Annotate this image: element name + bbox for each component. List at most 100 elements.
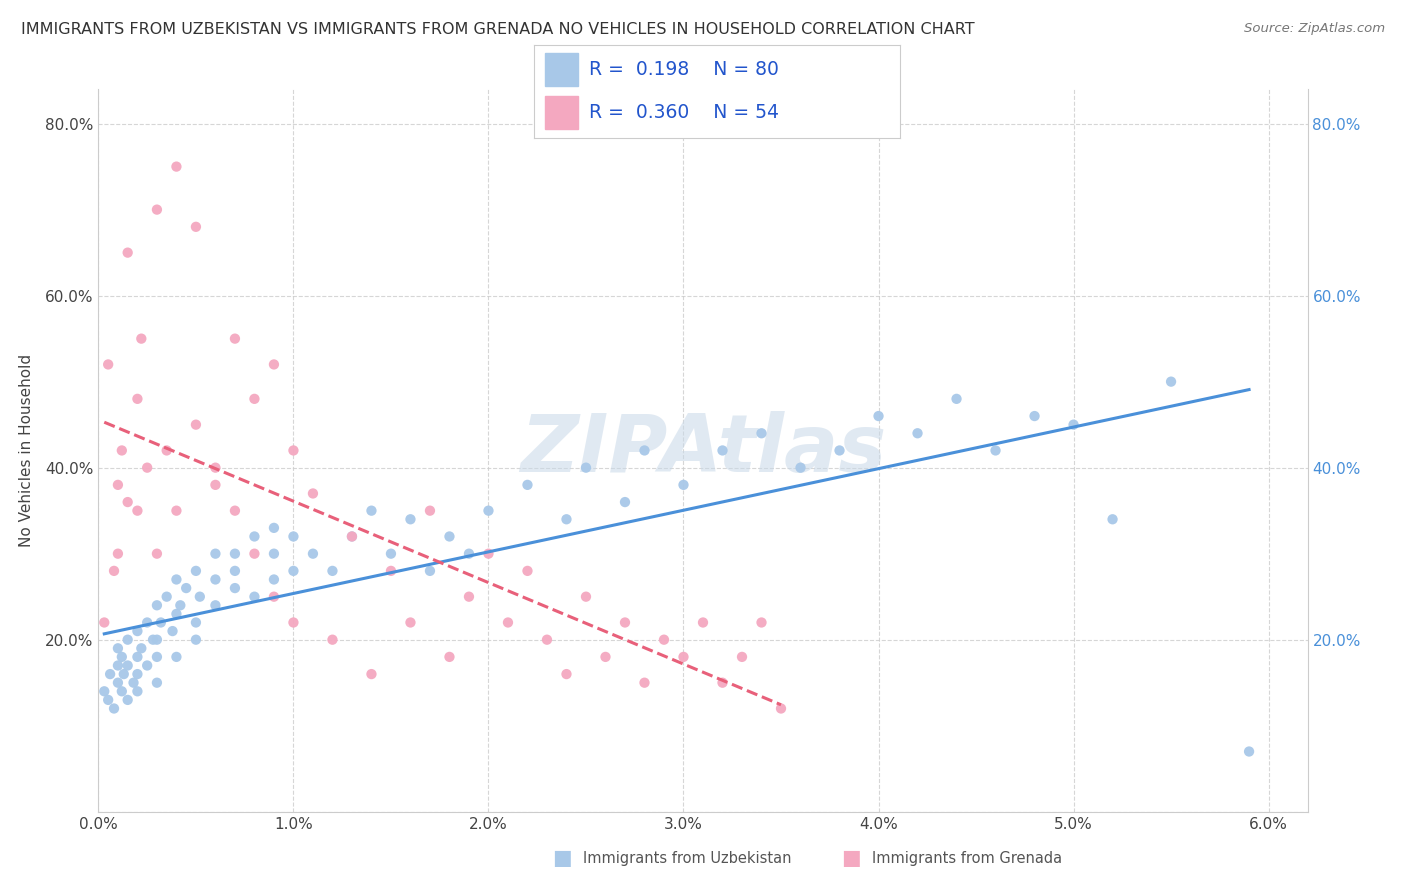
Point [97,358,120,372]
Point [360,667,382,681]
Point [340,529,363,543]
Point [184,615,207,630]
Point [283,564,305,578]
Point [117,693,139,707]
Point [769,701,792,715]
Text: Immigrants from Grenada: Immigrants from Grenada [872,851,1062,865]
Point [146,675,169,690]
Point [477,547,499,561]
Bar [546,53,578,86]
Point [184,417,207,432]
Point [672,649,695,664]
Text: Source: ZipAtlas.com: Source: ZipAtlas.com [1244,22,1385,36]
Point [458,547,481,561]
Point [136,615,159,630]
Point [184,564,207,578]
Point [283,443,305,458]
Point [224,332,246,346]
Y-axis label: No Vehicles in Household: No Vehicles in Household [18,354,34,547]
Point [1101,512,1123,526]
Text: R =  0.360    N = 54: R = 0.360 N = 54 [589,103,779,122]
Point [117,632,139,647]
Point [458,590,481,604]
Point [614,615,637,630]
Bar [546,96,578,129]
Point [321,632,343,647]
Point [149,615,172,630]
Point [188,590,211,604]
Point [263,521,285,535]
Point [984,443,1007,458]
Text: ■: ■ [553,848,572,868]
Point [146,599,169,613]
Point [111,684,134,698]
Point [263,573,285,587]
Point [555,667,578,681]
Point [224,581,246,595]
Point [868,409,890,423]
Point [477,503,499,517]
Point [204,547,226,561]
Point [283,529,305,543]
Point [828,443,851,458]
Point [302,547,325,561]
Point [692,615,714,630]
Point [127,684,149,698]
Point [1237,744,1260,758]
Point [380,547,402,561]
Point [1063,417,1085,432]
Point [633,443,655,458]
Point [174,581,197,595]
Point [184,219,207,234]
Point [633,675,655,690]
Point [302,486,325,500]
Text: IMMIGRANTS FROM UZBEKISTAN VS IMMIGRANTS FROM GRENADA NO VEHICLES IN HOUSEHOLD C: IMMIGRANTS FROM UZBEKISTAN VS IMMIGRANTS… [21,22,974,37]
Point [439,529,461,543]
Point [614,495,637,509]
Point [184,632,207,647]
Point [162,624,184,639]
Point [224,547,246,561]
Point [122,675,145,690]
Point [1024,409,1046,423]
Point [111,443,134,458]
Point [516,564,538,578]
Point [93,615,115,630]
Point [103,701,125,715]
Point [156,590,179,604]
Point [419,503,441,517]
Point [575,460,598,475]
Point [103,564,125,578]
Point [243,529,266,543]
Point [380,564,402,578]
Point [93,684,115,698]
Point [283,615,305,630]
Point [224,503,246,517]
Point [711,443,734,458]
Point [107,641,129,656]
Point [243,392,266,406]
Point [399,615,422,630]
Text: Immigrants from Uzbekistan: Immigrants from Uzbekistan [583,851,792,865]
Point [263,547,285,561]
Point [751,426,773,441]
Point [146,649,169,664]
Point [652,632,675,647]
Point [595,649,617,664]
Point [97,693,120,707]
Point [127,667,149,681]
Point [1160,375,1182,389]
Point [169,599,191,613]
Point [945,392,967,406]
Point [131,641,153,656]
Point [107,478,129,492]
Point [419,564,441,578]
Point [111,649,134,664]
Point [711,675,734,690]
Point [204,573,226,587]
Point [672,478,695,492]
Point [165,649,187,664]
Point [156,443,179,458]
Point [117,495,139,509]
Point [127,392,149,406]
